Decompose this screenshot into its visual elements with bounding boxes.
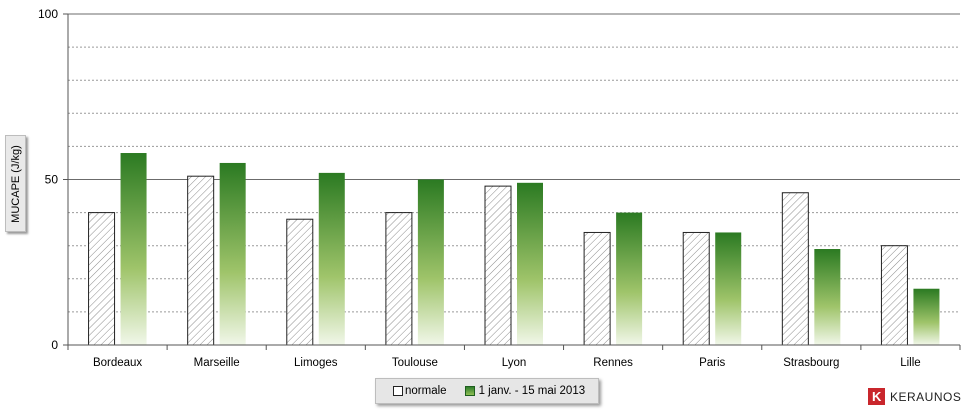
x-tick-label: Limoges <box>294 357 338 369</box>
keraunos-logo-icon: K <box>868 388 885 405</box>
bar-normale <box>781 192 809 346</box>
bar-normale <box>484 185 512 346</box>
gridlines <box>68 13 960 313</box>
legend-label-period: 1 janv. - 15 mai 2013 <box>478 385 586 397</box>
bar-normale <box>682 231 710 346</box>
bar-period <box>616 212 643 345</box>
bar-period <box>120 153 147 345</box>
legend: normale 1 janv. - 15 mai 2013 <box>375 378 599 404</box>
tick-labels: Bordeaux Marseille Limoges Toulouse Lyon Renn… <box>38 7 921 369</box>
bar-period <box>417 179 444 345</box>
bar-period <box>318 172 345 345</box>
bar-normale <box>880 245 908 346</box>
x-tick-label: Lille <box>900 357 920 369</box>
bar-period <box>913 288 940 345</box>
bar-period <box>517 182 543 345</box>
bar-period <box>219 162 246 345</box>
bar-normale <box>187 175 215 346</box>
legend-item-period: 1 janv. - 15 mai 2013 <box>447 385 586 397</box>
x-tick-label: Paris <box>699 357 725 369</box>
bar-normale <box>385 212 413 346</box>
bars <box>88 153 940 346</box>
x-tick-label: Marseille <box>194 357 240 369</box>
bar-normale <box>88 212 116 346</box>
x-tick-label: Rennes <box>593 357 633 369</box>
x-tick-label: Toulouse <box>392 357 438 369</box>
y-axis-title-box: MUCAPE (J/kg) <box>5 135 26 232</box>
x-tick-label: Lyon <box>502 357 527 369</box>
y-tick-label: 50 <box>45 173 59 187</box>
logo-letter: K <box>872 389 882 404</box>
legend-swatch-normale <box>393 386 403 396</box>
legend-swatch-period <box>464 386 475 396</box>
bar-period <box>814 249 841 345</box>
axes <box>63 13 961 350</box>
bar-period <box>715 232 742 345</box>
x-tick-label: Strasbourg <box>783 357 839 369</box>
legend-label-normale: normale <box>405 385 447 397</box>
brand-name: KERAUNOS <box>890 389 962 404</box>
y-tick-label: 100 <box>38 7 58 21</box>
y-tick-label: 0 <box>51 338 58 352</box>
brand-logo: K KERAUNOS <box>868 388 961 405</box>
x-tick-label: Bordeaux <box>93 357 142 369</box>
y-axis-title: MUCAPE (J/kg) <box>9 144 22 223</box>
bar-normale <box>583 231 611 346</box>
bar-normale <box>286 218 314 346</box>
legend-item-normale: normale <box>376 385 447 397</box>
